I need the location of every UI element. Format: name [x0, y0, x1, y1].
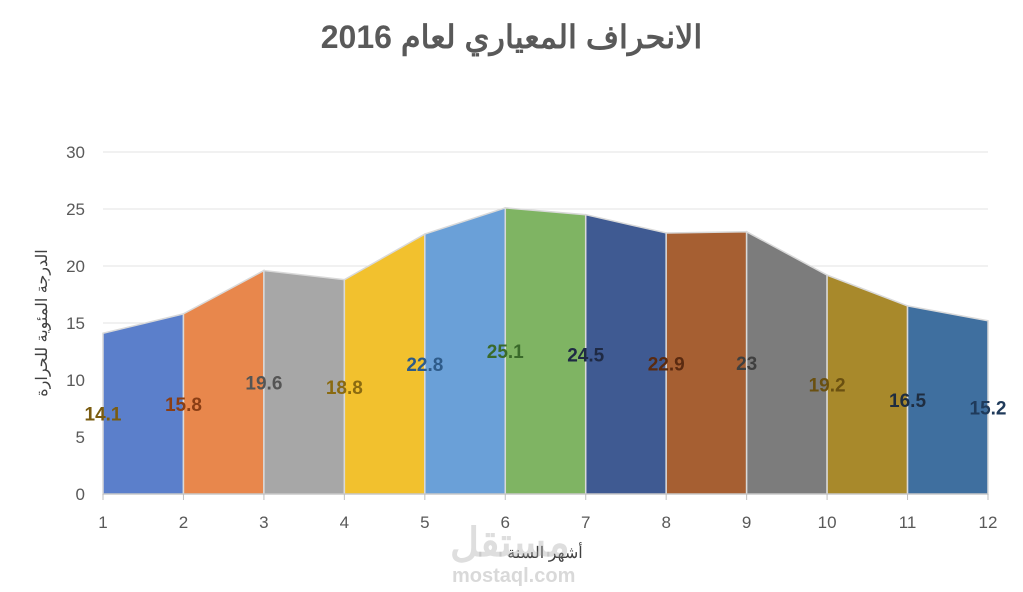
x-tick-label: 2	[179, 513, 188, 532]
x-tick-label: 12	[979, 513, 998, 532]
y-tick-label: 30	[66, 143, 85, 162]
x-tick-label: 4	[340, 513, 349, 532]
data-label: 25.1	[487, 342, 524, 363]
x-tick-label: 1	[98, 513, 107, 532]
y-tick-label: 5	[76, 428, 85, 447]
x-tick-label: 3	[259, 513, 268, 532]
watermark-logo: مستقل	[450, 521, 570, 565]
x-tick-label: 10	[818, 513, 837, 532]
x-tick-label: 5	[420, 513, 429, 532]
data-label: 16.5	[889, 391, 926, 412]
y-tick-label: 10	[66, 371, 85, 390]
x-tick-label: 11	[899, 513, 917, 532]
data-label: 22.9	[648, 354, 685, 375]
x-tick-label: 8	[661, 513, 670, 532]
data-label: 14.1	[85, 405, 122, 426]
watermark-url: mostaql.com	[452, 565, 576, 587]
data-label: 19.6	[245, 373, 282, 394]
data-label: 23	[736, 354, 757, 375]
area-segment	[745, 230, 828, 495]
chart-title: الانحراف المعياري لعام 2016	[320, 19, 703, 55]
x-tick-label: 9	[742, 513, 751, 532]
data-label: 24.5	[567, 345, 604, 366]
y-tick-label: 15	[66, 314, 85, 333]
y-tick-label: 25	[66, 200, 85, 219]
y-tick-label: 0	[76, 485, 85, 504]
y-tick-label: 20	[66, 257, 85, 276]
data-label: 18.8	[326, 378, 363, 399]
data-label: 22.8	[406, 355, 443, 376]
data-label: 15.2	[970, 398, 1007, 419]
x-tick-label: 6	[501, 513, 510, 532]
x-axis-label: أشهر السنة	[507, 545, 583, 562]
x-tick-label: 7	[581, 513, 590, 532]
data-label: 19.2	[809, 376, 846, 397]
data-label: 15.8	[165, 395, 202, 416]
